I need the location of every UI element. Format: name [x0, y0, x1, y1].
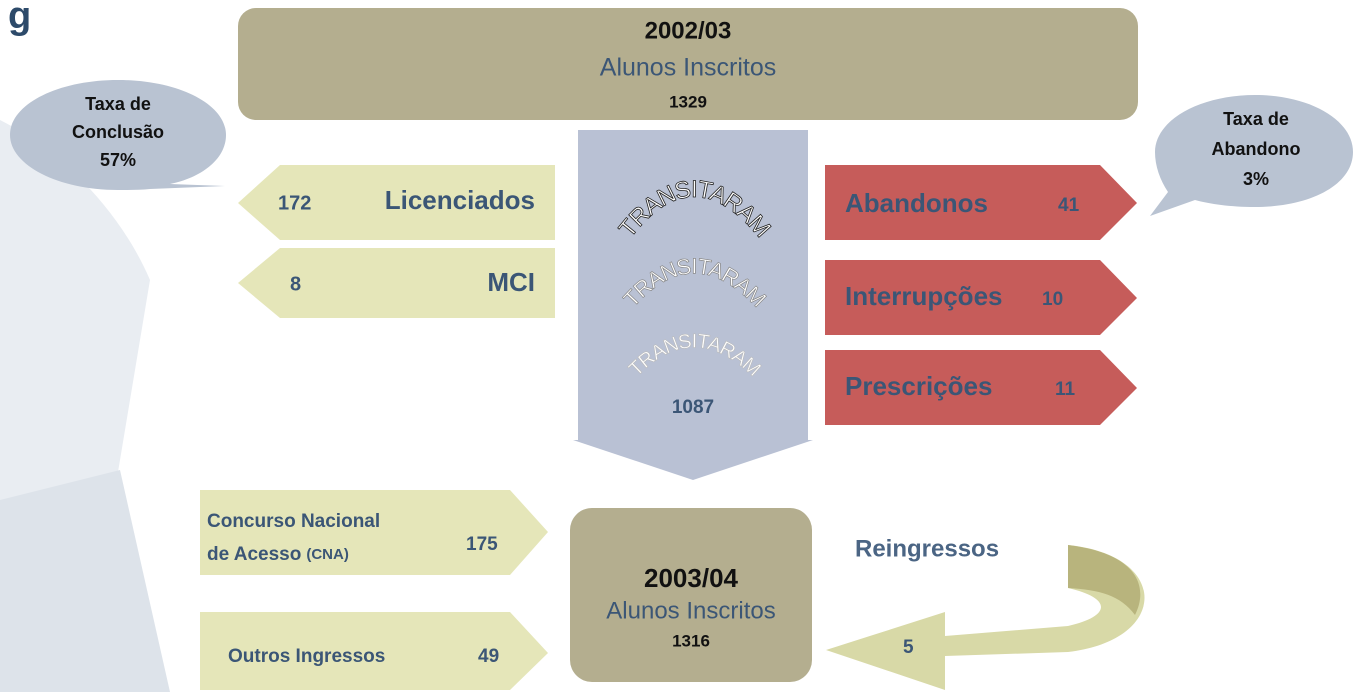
bottom-count: 1316	[672, 631, 710, 650]
dropout-count: 41	[1058, 195, 1080, 216]
bottom-year: 2003/04	[644, 563, 739, 593]
bubble-text: Taxa de	[1223, 109, 1289, 129]
reingress-count: 5	[903, 637, 914, 658]
dropout-count: 11	[1055, 379, 1076, 400]
background-decoration	[0, 470, 170, 692]
bubble-text: Conclusão	[72, 122, 164, 142]
dropout-count: 10	[1042, 289, 1063, 310]
input-text: de Acesso (CNA)	[207, 544, 349, 565]
dropout-label: Abandonos	[845, 188, 988, 218]
bottom-label: Alunos Inscritos	[606, 597, 775, 624]
bubble-text: 3%	[1243, 169, 1269, 189]
input-count: 175	[466, 534, 498, 555]
input-count: 49	[478, 646, 499, 667]
input-text: de Acesso	[207, 544, 301, 565]
top-count: 1329	[669, 92, 707, 111]
output-label: MCI	[487, 267, 535, 297]
bubble-text: Abandono	[1212, 139, 1301, 159]
bottom-box	[570, 508, 812, 682]
output-count: 172	[278, 192, 311, 214]
diagram: g 2002/03 Alunos Inscritos 1329 Taxa de …	[0, 0, 1353, 692]
transition-count: 1087	[672, 397, 714, 418]
bubble-text: 57%	[100, 150, 136, 170]
output-count: 8	[290, 273, 301, 295]
bubble-text: Taxa de	[85, 94, 151, 114]
header-title: g	[8, 0, 31, 37]
top-label: Alunos Inscritos	[600, 54, 776, 82]
page: { "header": {"title": "g"}, "top_box": {…	[0, 0, 1353, 692]
input-text: Concurso Nacional	[207, 511, 380, 532]
output-label: Licenciados	[385, 185, 535, 215]
dropout-label: Interrupções	[845, 281, 1003, 311]
top-year: 2002/03	[645, 17, 732, 44]
input-note: (CNA)	[306, 546, 349, 563]
input-text: Outros Ingressos	[228, 646, 385, 667]
dropout-label: Prescrições	[845, 371, 992, 401]
reingress-label: Reingressos	[855, 535, 999, 562]
